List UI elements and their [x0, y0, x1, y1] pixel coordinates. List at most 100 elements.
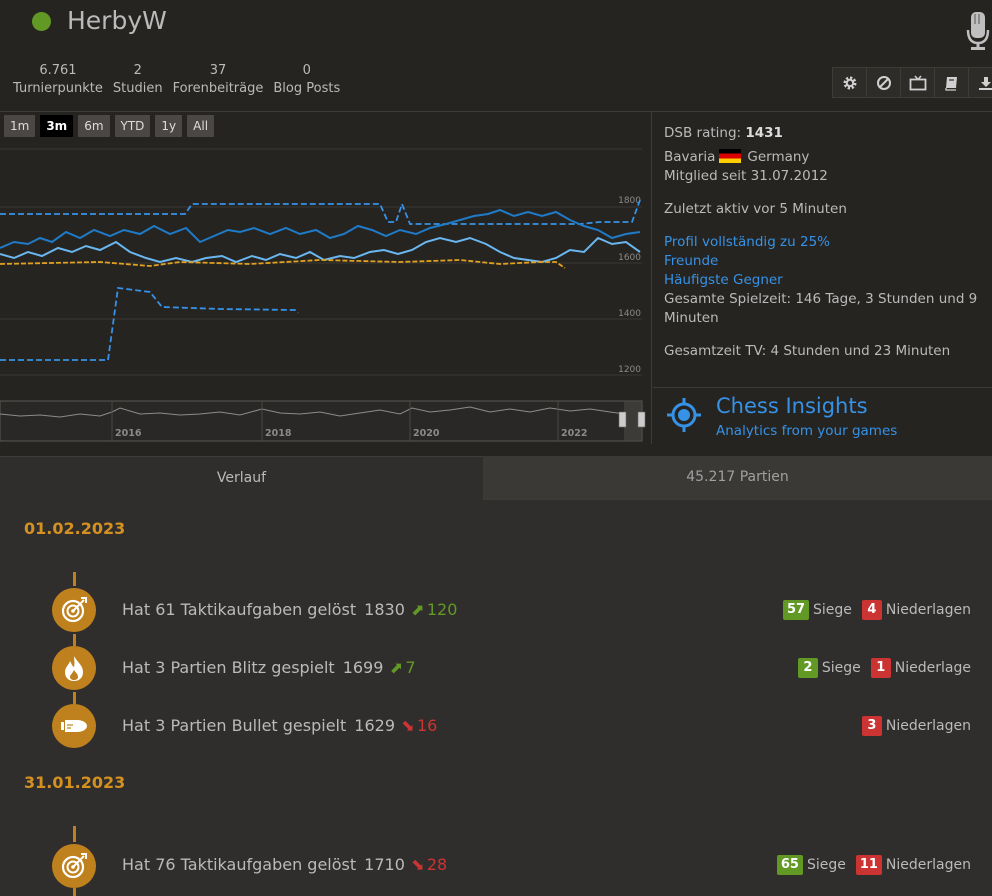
stat-tournament-points[interactable]: 6.761 Turnierpunkte [8, 62, 108, 98]
rating-chart-svg: 1800 1600 1400 1200 2016 2018 2020 2022 [0, 148, 646, 442]
insights-target-icon [667, 398, 701, 432]
activity-entry-text: Hat 61 Taktikaufgaben gelöst 1830 ⬈ 120 [122, 600, 457, 619]
navigator-year: 2020 [413, 428, 440, 439]
wins-label: Siege [813, 602, 852, 618]
activity-puzzles-link[interactable]: Hat 76 Taktikaufgaben gelöst [122, 855, 357, 874]
timeline-line [73, 572, 76, 586]
stat-label: Blog Posts [273, 81, 341, 96]
trend-down-icon: ⬊ [411, 855, 425, 874]
stat-studies[interactable]: 2 Studien [108, 62, 168, 98]
activity-rating: 1629 [354, 716, 395, 735]
block-button[interactable] [867, 68, 901, 97]
losses-label: Niederlage [894, 660, 971, 676]
losses-label: Niederlagen [885, 718, 971, 734]
activity-puzzles-link[interactable]: Hat 61 Taktikaufgaben gelöst [122, 600, 357, 619]
stat-forum-posts[interactable]: 37 Forenbeiträge [168, 62, 269, 98]
range-all-button[interactable]: All [187, 115, 215, 137]
range-1y-button[interactable]: 1y [155, 115, 183, 137]
last-active: Zuletzt aktiv vor 5 Minuten [664, 201, 847, 217]
rating-delta: 28 [426, 855, 448, 874]
rating-series-light-blue [0, 236, 641, 264]
y-tick-label: 1600 [618, 253, 641, 263]
navigator-handle-left[interactable] [618, 411, 627, 428]
stat-label: Turnierpunkte [13, 81, 103, 96]
profile-side-info: DSB rating: 1431 Bavaria Germany Mitglied… [653, 112, 992, 387]
dsb-rating-label: DSB rating: [664, 125, 742, 141]
wins-count: 57 [782, 600, 810, 620]
range-6m-button[interactable]: 6m [78, 115, 110, 137]
insights-subtitle: Analytics from your games [716, 423, 898, 439]
notes-button[interactable] [935, 68, 969, 97]
navigator-year: 2018 [265, 428, 292, 439]
chart-range-selector: 1m 3m 6m YTD 1y All [4, 115, 215, 137]
trend-down-icon: ⬊ [401, 716, 415, 735]
losses-count: 1 [870, 658, 891, 678]
dsb-rating-value: 1431 [745, 125, 783, 141]
rating-series-dashed-low [0, 286, 299, 361]
activity-date: 31.01.2023 [24, 773, 126, 792]
losses-count: 4 [861, 600, 882, 620]
profile-tools [832, 67, 992, 98]
download-icon [979, 76, 992, 90]
total-playtime-cont: Minuten [664, 310, 719, 326]
tab-games[interactable]: 45.217 Partien [483, 456, 992, 500]
navigator-handle-right[interactable] [637, 411, 646, 428]
stat-blog-posts[interactable]: 0 Blog Posts [268, 62, 345, 98]
timeline-line [73, 826, 76, 842]
rating-series-dashed-top [0, 199, 641, 225]
navigator-series [0, 406, 626, 418]
insights-title: Chess Insights [716, 394, 868, 418]
watch-tv-button[interactable] [901, 68, 935, 97]
wins-label: Siege [821, 660, 861, 676]
online-status-icon [32, 12, 51, 31]
location: Bavaria Germany [664, 148, 992, 167]
activity-feed: 01.02.2023 Hat 61 Taktikaufgaben gelöst 1… [0, 500, 992, 896]
trend-up-icon: ⬈ [389, 658, 404, 677]
activity-results: 65 Siege 11 Niederlagen [776, 855, 971, 875]
timeline-line [73, 692, 76, 704]
profile-tabs: Verlauf 45.217 Partien [0, 456, 992, 500]
profile-stats: 6.761 Turnierpunkte 2 Studien 37 Forenbe… [8, 62, 345, 98]
chart-navigator[interactable] [0, 400, 643, 442]
dsb-rating: DSB rating: 1431 [664, 124, 992, 143]
friends-link[interactable]: Freunde [664, 253, 719, 269]
activity-bullet-link[interactable]: Hat 3 Partien Bullet gespielt [122, 716, 347, 735]
activity-entry-text: Hat 76 Taktikaufgaben gelöst 1710 ⬊ 28 [122, 855, 447, 874]
block-icon [876, 75, 891, 90]
activity-results: 57 Siege 4 Niederlagen [782, 600, 971, 620]
activity-results: 3 Niederlagen [861, 716, 971, 736]
activity-date: 01.02.2023 [24, 519, 126, 538]
activity-blitz-link[interactable]: Hat 3 Partien Blitz gespielt [122, 658, 335, 677]
preferences-button[interactable] [833, 68, 867, 97]
frequent-opponents-link[interactable]: Häufigste Gegner [664, 272, 783, 288]
wins-count: 2 [797, 658, 818, 678]
export-button[interactable] [969, 68, 992, 97]
range-3m-button[interactable]: 3m [40, 115, 74, 137]
rating-series-dark-blue [0, 208, 641, 249]
range-ytd-button[interactable]: YTD [114, 115, 151, 137]
chess-insights-link[interactable]: Chess Insights Analytics from your games [653, 387, 992, 444]
rating-delta: 7 [405, 658, 416, 677]
microphone-icon[interactable] [966, 10, 992, 50]
germany-flag-icon [719, 149, 742, 163]
rating-series-orange [0, 259, 566, 269]
book-icon [944, 76, 957, 91]
navigator-year: 2016 [115, 428, 142, 439]
navigator-selection[interactable] [624, 401, 642, 441]
profile-header: HerbyW 6.761 Turnierpunkte 2 Studien 37 … [0, 0, 992, 112]
profile-complete-link[interactable]: Profil vollständig zu 25% [664, 234, 830, 250]
range-1m-button[interactable]: 1m [4, 115, 36, 137]
rating-delta: 16 [417, 716, 438, 735]
activity-entry-text: Hat 3 Partien Bullet gespielt 1629 ⬊ 16 [122, 716, 437, 735]
y-tick-label: 1400 [618, 309, 641, 319]
stat-value: 2 [133, 63, 142, 78]
losses-count: 11 [855, 855, 882, 875]
username: HerbyW [67, 6, 167, 35]
stat-label: Studien [112, 81, 163, 96]
total-playtime: Gesamte Spielzeit: 146 Tage, 3 Stunden u… [664, 291, 978, 307]
fire-icon [52, 646, 96, 690]
tab-history[interactable]: Verlauf [0, 456, 483, 500]
losses-label: Niederlagen [885, 857, 971, 873]
target-icon [52, 588, 96, 632]
rating-delta: 120 [426, 600, 458, 619]
